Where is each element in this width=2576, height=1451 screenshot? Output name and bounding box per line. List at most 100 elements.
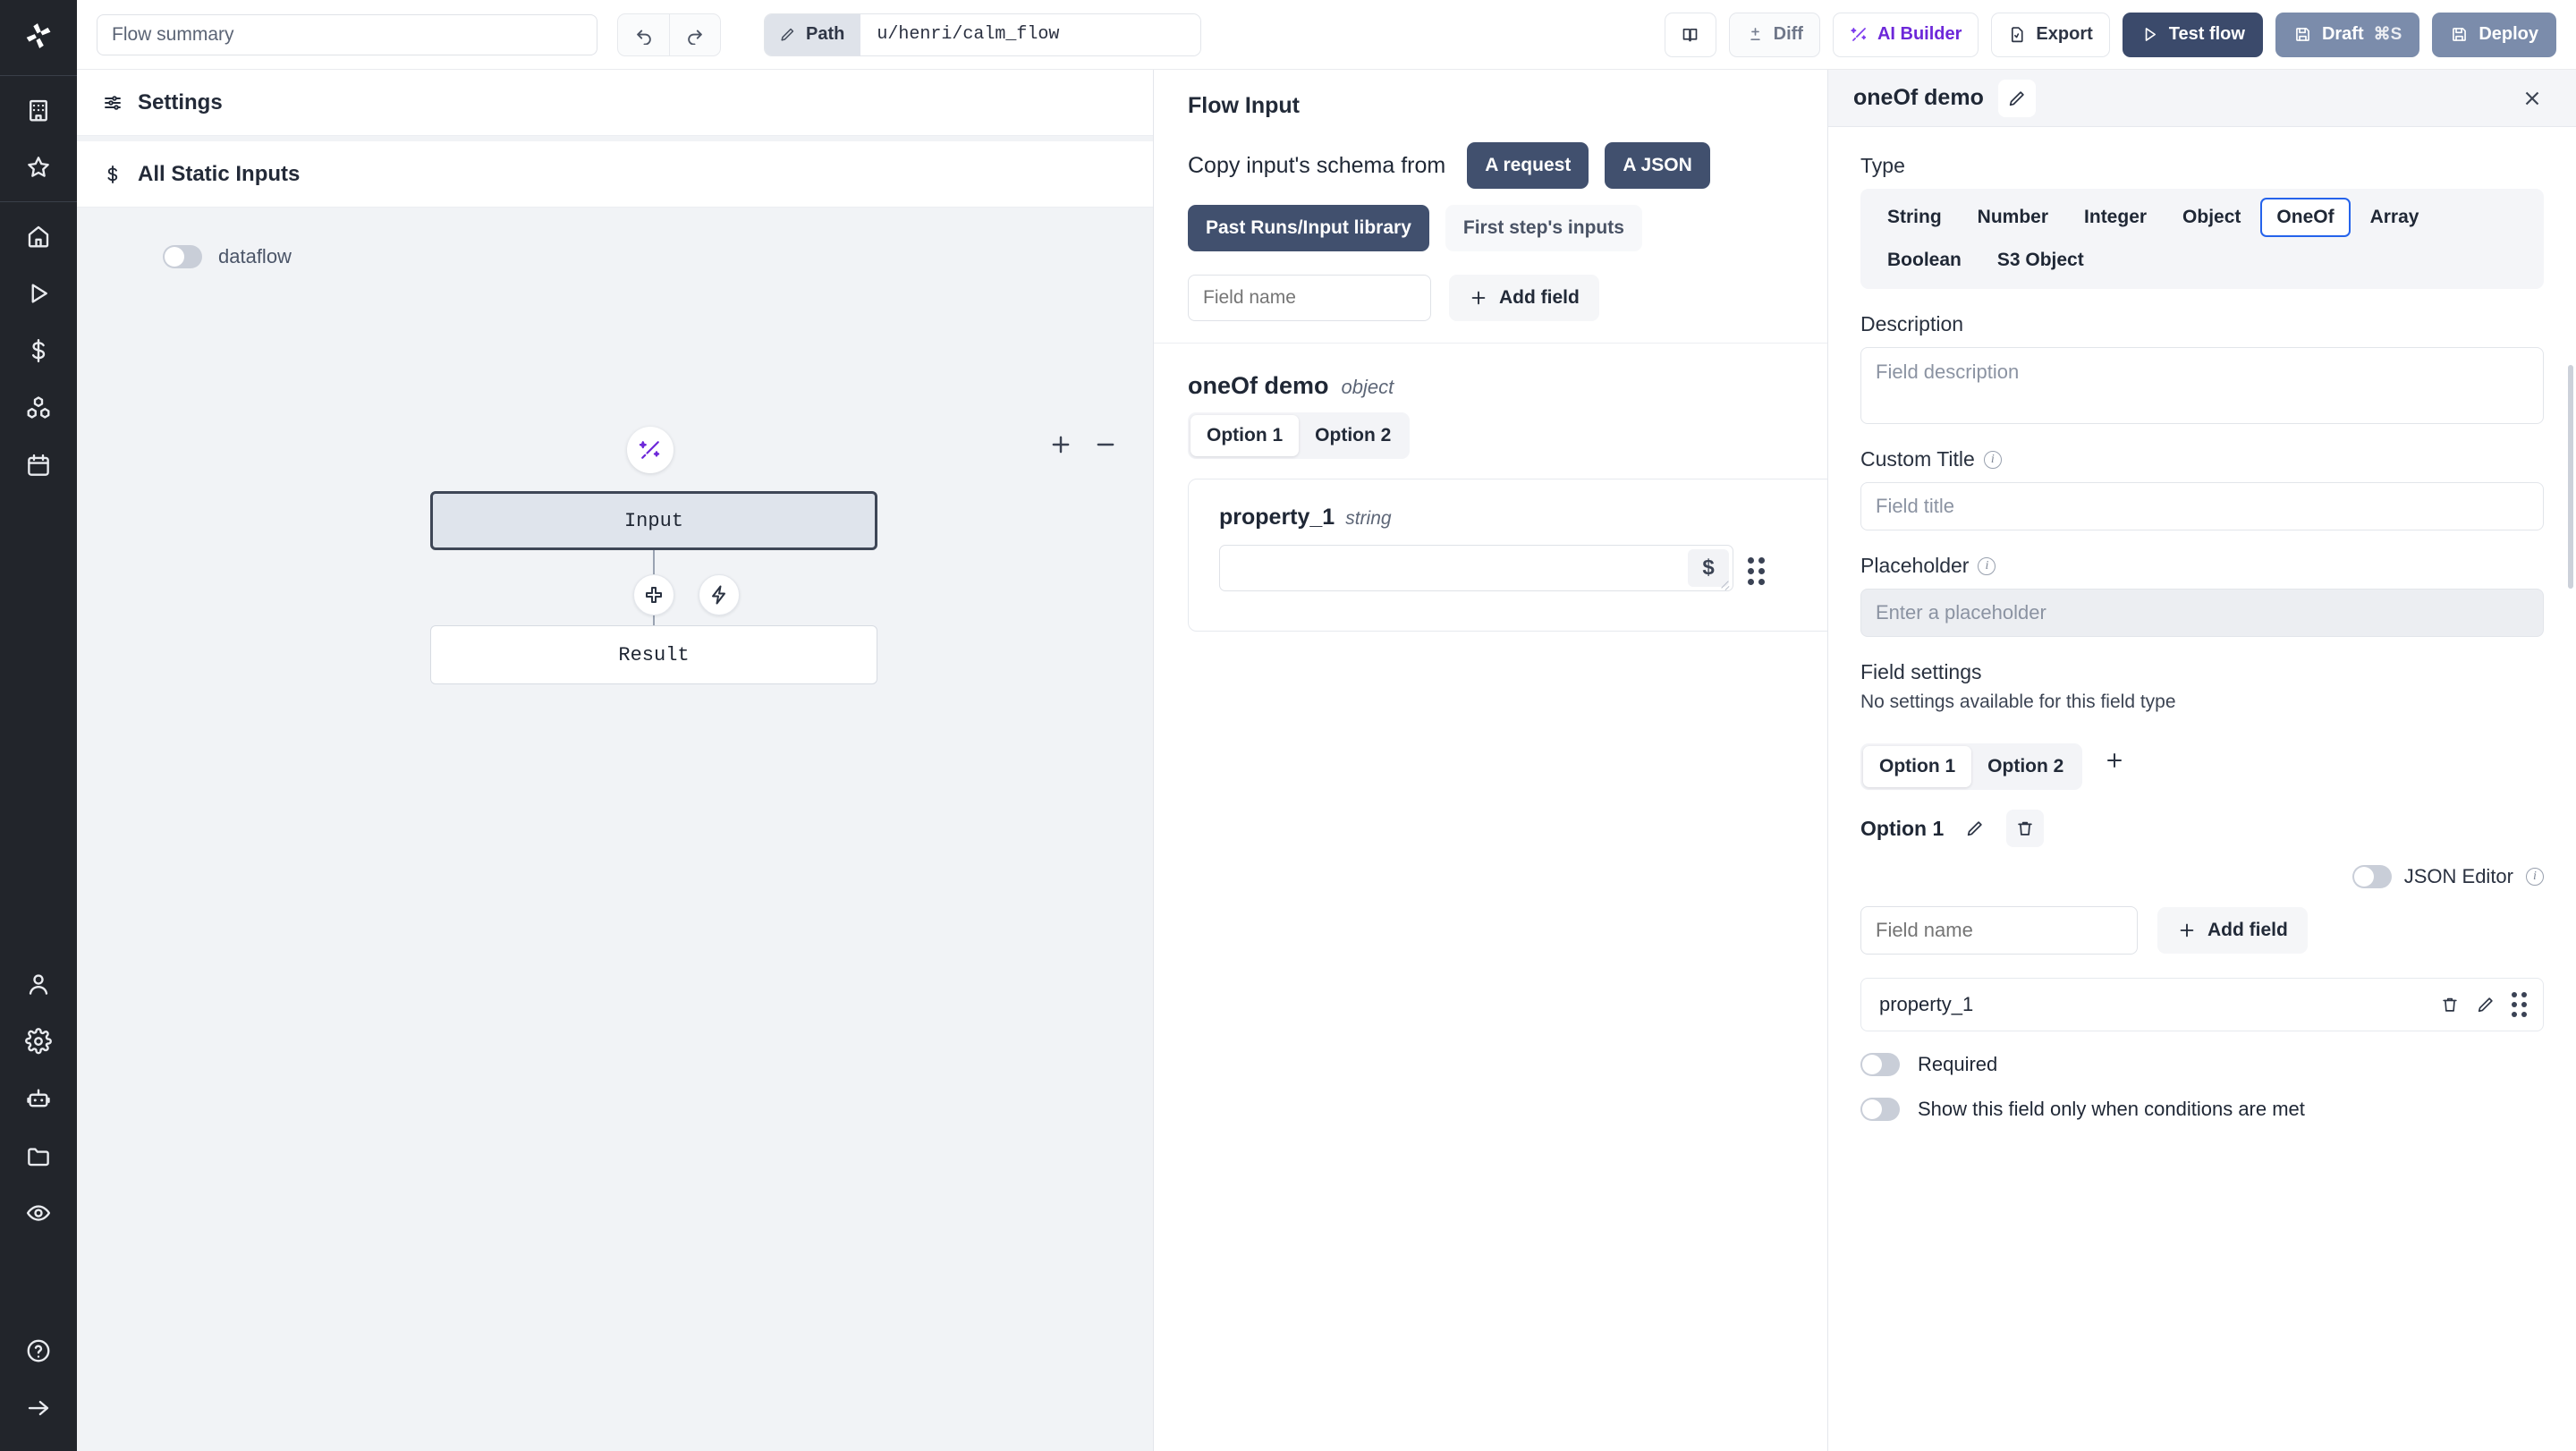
sidebar-item-audit-logs[interactable] [0, 1184, 77, 1242]
type-option-string[interactable]: String [1887, 207, 1942, 227]
type-option-boolean[interactable]: Boolean [1887, 250, 1962, 270]
json-editor-toggle[interactable] [2351, 865, 2392, 888]
ai-builder-button[interactable]: AI Builder [1832, 12, 1979, 57]
copy-from-json-button[interactable]: A JSON [1605, 142, 1710, 189]
flow-node-input[interactable]: Input [430, 491, 877, 550]
sidebar-item-users[interactable] [0, 955, 77, 1013]
inspector-tab-option-1[interactable]: Option 1 [1863, 746, 1972, 787]
inspector-scrollbar[interactable] [2568, 365, 2573, 589]
property-value-textarea[interactable]: $ [1219, 545, 1733, 591]
path-field[interactable]: Path u/henri/calm_flow [764, 13, 1202, 56]
type-option-array[interactable]: Array [2369, 207, 2419, 227]
info-icon[interactable]: i [1983, 450, 2002, 469]
field-name-input[interactable] [1188, 275, 1431, 321]
sidebar-item-runs[interactable] [0, 265, 77, 322]
test-flow-button[interactable]: Test flow [2122, 12, 2263, 57]
inspector-property-row[interactable]: property_1 [1860, 978, 2544, 1031]
diff-button[interactable]: Diff [1728, 12, 1820, 57]
required-row: Required [1860, 1053, 2544, 1076]
flow-input-title: Flow Input [1188, 93, 1300, 118]
copy-from-request-button[interactable]: A request [1467, 142, 1589, 189]
field-inspector-panel: oneOf demo Type String Number In [1828, 70, 2576, 1451]
property-type: string [1345, 508, 1392, 529]
sidebar-item-workers[interactable] [0, 1070, 77, 1127]
plus-square-icon [646, 587, 662, 603]
eye-icon [26, 1205, 51, 1221]
type-option-object[interactable]: Object [2182, 207, 2241, 227]
draft-button[interactable]: Draft ⌘S [2275, 12, 2420, 57]
export-file-icon [2012, 27, 2024, 43]
sidebar-item-collapse[interactable] [0, 1379, 77, 1437]
sidebar-item-schedules[interactable] [0, 437, 77, 494]
type-option-oneof[interactable]: OneOf [2260, 198, 2351, 237]
oneof-tab-option-2[interactable]: Option 2 [1315, 425, 1392, 445]
placeholder-block: Placeholder i Enter a placeholder [1860, 554, 2544, 637]
redo-icon [688, 30, 702, 45]
sidebar-item-resources[interactable] [0, 379, 77, 437]
inspector-tab-option-2[interactable]: Option 2 [1987, 756, 2064, 776]
inspector-add-field-button[interactable]: Add field [2157, 907, 2308, 954]
add-option-button[interactable] [2097, 742, 2132, 778]
add-step-button[interactable] [633, 574, 674, 615]
zoom-in-button[interactable] [1046, 429, 1076, 460]
info-icon[interactable]: i [1978, 556, 1996, 575]
boxes-icon [27, 396, 50, 419]
placeholder-input[interactable]: Enter a placeholder [1860, 589, 2544, 637]
option-delete-button[interactable] [2006, 810, 2045, 847]
sidebar-item-folders[interactable] [0, 1127, 77, 1184]
option-edit-button[interactable] [1956, 810, 1994, 847]
undo-button[interactable] [618, 14, 669, 55]
folder-icon [28, 1148, 49, 1167]
sidebar-item-workspace[interactable] [0, 81, 77, 139]
sidebar-item-variables[interactable] [0, 322, 77, 379]
type-option-s3object[interactable]: S3 Object [1996, 250, 2084, 270]
building-icon [30, 99, 47, 122]
sidebar-item-favorites[interactable] [0, 139, 77, 196]
inspector-field-name-input[interactable] [1860, 906, 2138, 955]
sidebar-item-home[interactable] [0, 208, 77, 265]
info-icon[interactable]: i [2526, 868, 2544, 886]
inspector-rename-button[interactable] [1997, 79, 2036, 117]
add-field-button[interactable]: Add field [1449, 275, 1599, 321]
custom-title-input[interactable]: Field title [1860, 482, 2544, 530]
option-tabs-row: Option 1 Option 2 [1860, 731, 2544, 790]
drag-handle-icon[interactable] [2512, 992, 2527, 1017]
docs-button[interactable] [1664, 12, 1716, 57]
resize-grip-icon[interactable] [1719, 578, 1730, 589]
pencil-icon[interactable] [2476, 995, 2496, 1014]
conditions-toggle[interactable] [1860, 1098, 1900, 1121]
type-option-number[interactable]: Number [1977, 207, 2049, 227]
zoom-out-button[interactable] [1090, 429, 1121, 460]
property-drag-handle-icon[interactable] [1748, 557, 1765, 585]
trash-icon[interactable] [2440, 995, 2460, 1014]
add-trigger-button[interactable] [699, 574, 740, 615]
required-toggle[interactable] [1860, 1053, 1900, 1076]
auto-layout-button[interactable] [627, 427, 674, 473]
export-button[interactable]: Export [1991, 12, 2110, 57]
dataflow-toggle[interactable] [163, 245, 202, 268]
home-icon [28, 225, 49, 248]
rail-divider-2 [0, 201, 77, 202]
description-textarea[interactable]: Field description [1860, 347, 2544, 424]
pencil-icon [1968, 821, 1983, 836]
copy-from-past-runs-button[interactable]: Past Runs/Input library [1188, 205, 1429, 251]
path-edit-label[interactable]: Path [765, 13, 861, 55]
sidebar-item-help[interactable] [0, 1322, 77, 1379]
type-option-integer[interactable]: Integer [2084, 207, 2148, 227]
windmill-logo-icon[interactable] [15, 13, 62, 59]
flow-node-result[interactable]: Result [430, 625, 877, 684]
static-inputs-bar[interactable]: All Static Inputs [77, 141, 1153, 208]
undo-icon [636, 30, 651, 45]
ai-builder-label: AI Builder [1877, 24, 1962, 44]
sidebar-item-settings[interactable] [0, 1013, 77, 1070]
settings-bar[interactable]: Settings [77, 70, 1153, 136]
copy-from-first-step-button[interactable]: First step's inputs [1445, 205, 1642, 251]
redo-button[interactable] [669, 13, 720, 55]
flow-canvas[interactable]: dataflow Input [77, 208, 1153, 1451]
deploy-button[interactable]: Deploy [2432, 12, 2556, 57]
inspector-close-button[interactable] [2512, 78, 2553, 119]
description-label: Description [1860, 312, 1964, 335]
flow-summary-input[interactable] [97, 13, 597, 55]
path-value-text[interactable]: u/henri/calm_flow [860, 13, 1201, 55]
oneof-tab-option-1[interactable]: Option 1 [1191, 415, 1300, 456]
